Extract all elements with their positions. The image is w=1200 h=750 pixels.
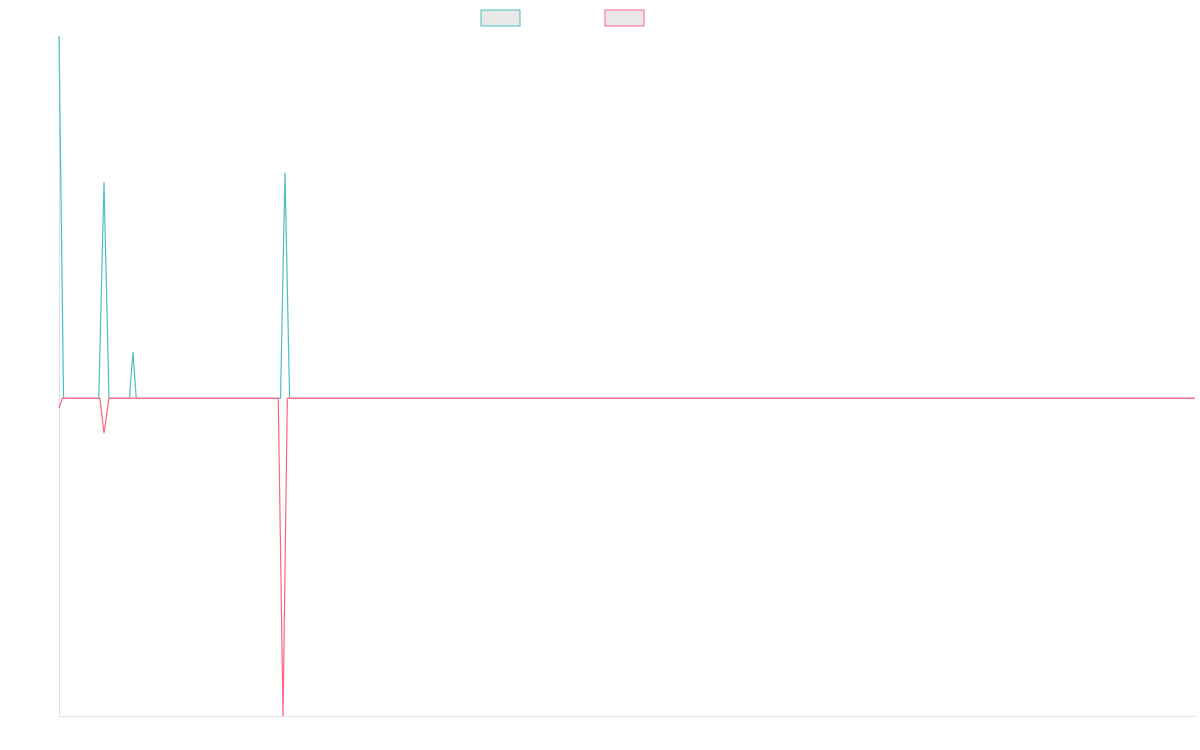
- legend-swatch: [604, 9, 645, 27]
- legend-swatch: [480, 9, 521, 27]
- series-line: [58, 35, 1195, 399]
- series-line: [58, 397, 1195, 717]
